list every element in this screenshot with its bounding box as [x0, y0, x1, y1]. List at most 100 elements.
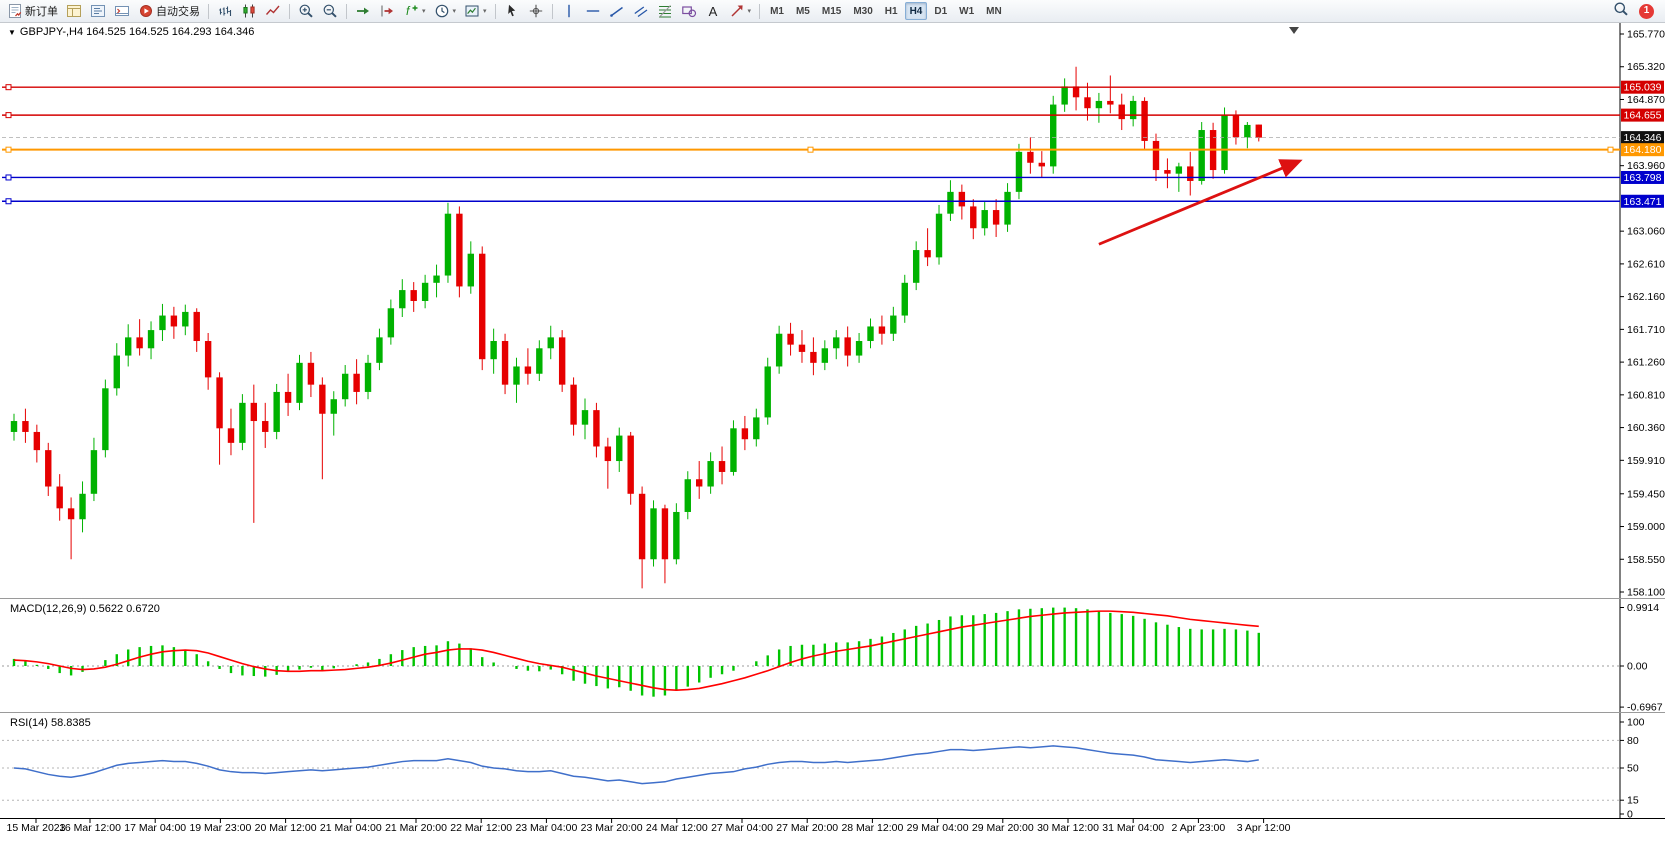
line-handle[interactable]: [5, 146, 12, 153]
line-handle[interactable]: [5, 112, 12, 119]
chart-shift-button[interactable]: [375, 1, 399, 21]
horizontal-line-button[interactable]: [581, 1, 605, 21]
bar-chart-button[interactable]: [213, 1, 237, 21]
toolbar-separator: [346, 3, 347, 19]
support-line-upper[interactable]: 163.798: [2, 170, 1664, 184]
arrows-icon: [729, 3, 745, 19]
svg-text:159.000: 159.000: [1627, 521, 1665, 533]
svg-text:163.060: 163.060: [1627, 226, 1665, 238]
terminal-button[interactable]: [110, 1, 134, 21]
zoom-in-button[interactable]: [294, 1, 318, 21]
chart-title: ▼ GBPJPY-,H4 164.525 164.525 164.293 164…: [8, 26, 254, 38]
timeframe-h4[interactable]: H4: [904, 2, 928, 20]
arrows-button[interactable]: ▾: [725, 1, 756, 21]
svg-text:0: 0: [1627, 809, 1633, 821]
svg-text:161.710: 161.710: [1627, 324, 1665, 336]
timeframe-m1[interactable]: M1: [770, 5, 784, 17]
svg-text:21 Mar 04:00: 21 Mar 04:00: [320, 822, 382, 834]
trend-arrow[interactable]: [1098, 159, 1303, 246]
chart-title-text: GBPJPY-,H4 164.525 164.525 164.293 164.3…: [19, 26, 255, 38]
line-chart-button[interactable]: [261, 1, 285, 21]
indicators-button[interactable]: f ▾: [399, 1, 430, 21]
rsi-indicator-label: RSI(14) 58.8385: [10, 717, 91, 729]
svg-text:163.960: 163.960: [1627, 160, 1665, 172]
vertical-line-button[interactable]: [557, 1, 581, 21]
zoom-out-icon: [322, 3, 338, 19]
resistance-line-lower[interactable]: 164.655: [2, 108, 1664, 122]
svg-text:160.810: 160.810: [1627, 389, 1665, 401]
shapes-button[interactable]: [677, 1, 701, 21]
svg-text:16 Mar 12:00: 16 Mar 12:00: [59, 822, 121, 834]
line-handle[interactable]: [5, 84, 12, 91]
new-order-button[interactable]: 新订单: [3, 1, 62, 21]
timeframe-d1[interactable]: D1: [934, 5, 948, 17]
line-handle[interactable]: [5, 198, 12, 205]
support-line-lower-badge: [1621, 194, 1664, 208]
svg-text:0.00: 0.00: [1627, 661, 1648, 673]
svg-text:21 Mar 20:00: 21 Mar 20:00: [385, 822, 447, 834]
timeframe-m30[interactable]: M30: [853, 5, 873, 17]
crosshair-button[interactable]: [524, 1, 548, 21]
cursor-button[interactable]: [500, 1, 524, 21]
svg-text:29 Mar 20:00: 29 Mar 20:00: [972, 822, 1034, 834]
templates-button[interactable]: ▾: [460, 1, 491, 21]
svg-text:A: A: [708, 4, 717, 19]
fibonacci-icon: [657, 3, 673, 19]
terminal-icon: [114, 3, 130, 19]
current-price-line[interactable]: 164.346: [2, 131, 1664, 145]
svg-text:165.039: 165.039: [1624, 82, 1662, 94]
zoom-in-icon: [298, 3, 314, 19]
toolbar-separator: [494, 3, 496, 19]
support-line-lower[interactable]: 163.471: [2, 194, 1664, 208]
chevron-down-icon[interactable]: ▾: [422, 8, 426, 15]
fibonacci-button[interactable]: [653, 1, 677, 21]
trendline-button[interactable]: [605, 1, 629, 21]
market-watch-button[interactable]: [62, 1, 86, 21]
periods-button[interactable]: ▾: [430, 1, 461, 21]
price-scale[interactable]: 165.770 165.320 164.870 163.960 163.060 162.6…: [1620, 29, 1665, 599]
resistance-line-lower-badge: [1621, 108, 1664, 122]
chevron-down-icon[interactable]: ▾: [747, 8, 752, 15]
svg-text:163.798: 163.798: [1624, 172, 1662, 184]
pivot-line-orange[interactable]: 164.180: [2, 143, 1664, 157]
timeframe-h1[interactable]: H1: [884, 5, 898, 17]
svg-text:f: f: [406, 4, 411, 18]
auto-scroll-button[interactable]: [351, 1, 375, 21]
auto-trading-button[interactable]: 自动交易: [134, 1, 204, 21]
line-handle[interactable]: [1607, 146, 1614, 153]
svg-text:164.180: 164.180: [1624, 144, 1662, 156]
notification-badge[interactable]: 1: [1639, 3, 1654, 19]
svg-text:29 Mar 04:00: 29 Mar 04:00: [907, 822, 969, 834]
timeframe-mn[interactable]: MN: [986, 5, 1002, 17]
chevron-down-icon[interactable]: ▾: [452, 8, 457, 15]
symbol-dropdown-icon[interactable]: ▼: [8, 27, 16, 37]
svg-text:30 Mar 12:00: 30 Mar 12:00: [1037, 822, 1099, 834]
svg-text:162.160: 162.160: [1627, 291, 1665, 303]
timeframe-w1[interactable]: W1: [959, 5, 975, 17]
channel-icon: [633, 3, 649, 19]
channel-button[interactable]: [629, 1, 653, 21]
timeframe-m5[interactable]: M5: [795, 5, 810, 17]
svg-text:15: 15: [1627, 795, 1639, 807]
resistance-line-upper[interactable]: 165.039: [2, 80, 1664, 94]
hline-icon: [585, 3, 601, 19]
text-button[interactable]: A: [701, 1, 725, 21]
toolbar-separator: [289, 3, 290, 19]
toolbar: 新订单 自动交易 f ▾ ▾ ▾ A ▾ M1 M5 M15 M30 H1 H4 D1 W1 MN 1: [0, 0, 1665, 23]
svg-text:165.320: 165.320: [1627, 61, 1665, 73]
search-icon[interactable]: [1613, 1, 1629, 22]
line-handle[interactable]: [807, 146, 814, 153]
zoom-out-button[interactable]: [318, 1, 342, 21]
candlestick-chart-button[interactable]: [237, 1, 261, 21]
line-handle[interactable]: [5, 174, 12, 181]
support-line-upper-badge: [1621, 170, 1664, 184]
navigator-button[interactable]: [86, 1, 110, 21]
svg-text:23 Mar 04:00: 23 Mar 04:00: [515, 822, 577, 834]
svg-text:19 Mar 23:00: 19 Mar 23:00: [189, 822, 251, 834]
svg-text:-0.6967: -0.6967: [1627, 702, 1663, 714]
chevron-down-icon[interactable]: ▾: [483, 8, 487, 15]
timeframe-m15[interactable]: M15: [821, 5, 842, 17]
